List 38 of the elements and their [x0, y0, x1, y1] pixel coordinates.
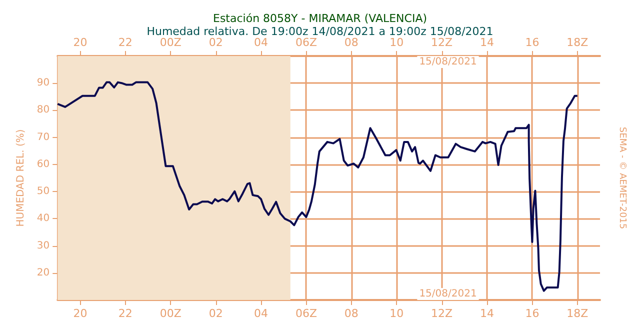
x2-tick-label: 04	[254, 36, 268, 49]
x2-tick-label: 14	[480, 36, 494, 49]
y-tick-label: 30	[36, 240, 50, 252]
x-tick-label: 22	[118, 307, 132, 320]
x-tick-label: 04	[254, 307, 268, 320]
x-tick-label: 08	[344, 307, 358, 320]
x-tick-label: 14	[480, 307, 494, 320]
x2-tick-label: 06Z	[295, 36, 318, 49]
annotation: 15/08/2021	[419, 56, 477, 68]
x-tick-label: 10	[390, 307, 404, 320]
y-axis-title: HUMEDAD REL. (%)	[16, 129, 26, 227]
x2-tick-label: 22	[118, 36, 132, 49]
y-tick-label: 80	[36, 104, 50, 116]
x2-tick-label: 00Z	[160, 36, 182, 49]
y-tick-label: 50	[36, 186, 50, 198]
annotation: 15/08/2021	[419, 288, 477, 300]
x2-tick-label: 18Z	[566, 36, 589, 49]
chart-title: Estación 8058Y - MIRAMAR (VALENCIA)	[212, 12, 428, 25]
x-tick-label: 18Z	[566, 307, 589, 320]
x-tick-label: 00Z	[160, 307, 182, 320]
y-tick-label: 40	[36, 213, 50, 224]
x2-tick-label: 20	[73, 36, 88, 49]
x2-tick-label: 12Z	[431, 36, 454, 49]
x-tick-label: 12Z	[431, 307, 454, 320]
x2-tick-label: 10	[390, 36, 404, 49]
x-tick-label: 20	[73, 307, 88, 320]
text: SEMA - © AEMET-2015	[617, 126, 627, 230]
y-tick-label: 20	[36, 267, 50, 278]
x2-tick-label: 16	[525, 36, 540, 49]
chart-subtitle: Humedad relativa. De 19:00z 14/08/2021 a 19:00z 15/08/2021	[146, 25, 494, 38]
x2-tick-label: 08	[344, 36, 358, 49]
y-tick-label: 70	[36, 132, 50, 143]
x-tick-label: 02	[208, 307, 223, 320]
x-tick-label: 16	[525, 307, 540, 320]
x-tick-label: 06Z	[295, 307, 318, 320]
x2-tick-label: 02	[208, 36, 223, 49]
y-tick-label: 90	[36, 78, 50, 89]
y-tick-label: 60	[36, 158, 50, 170]
